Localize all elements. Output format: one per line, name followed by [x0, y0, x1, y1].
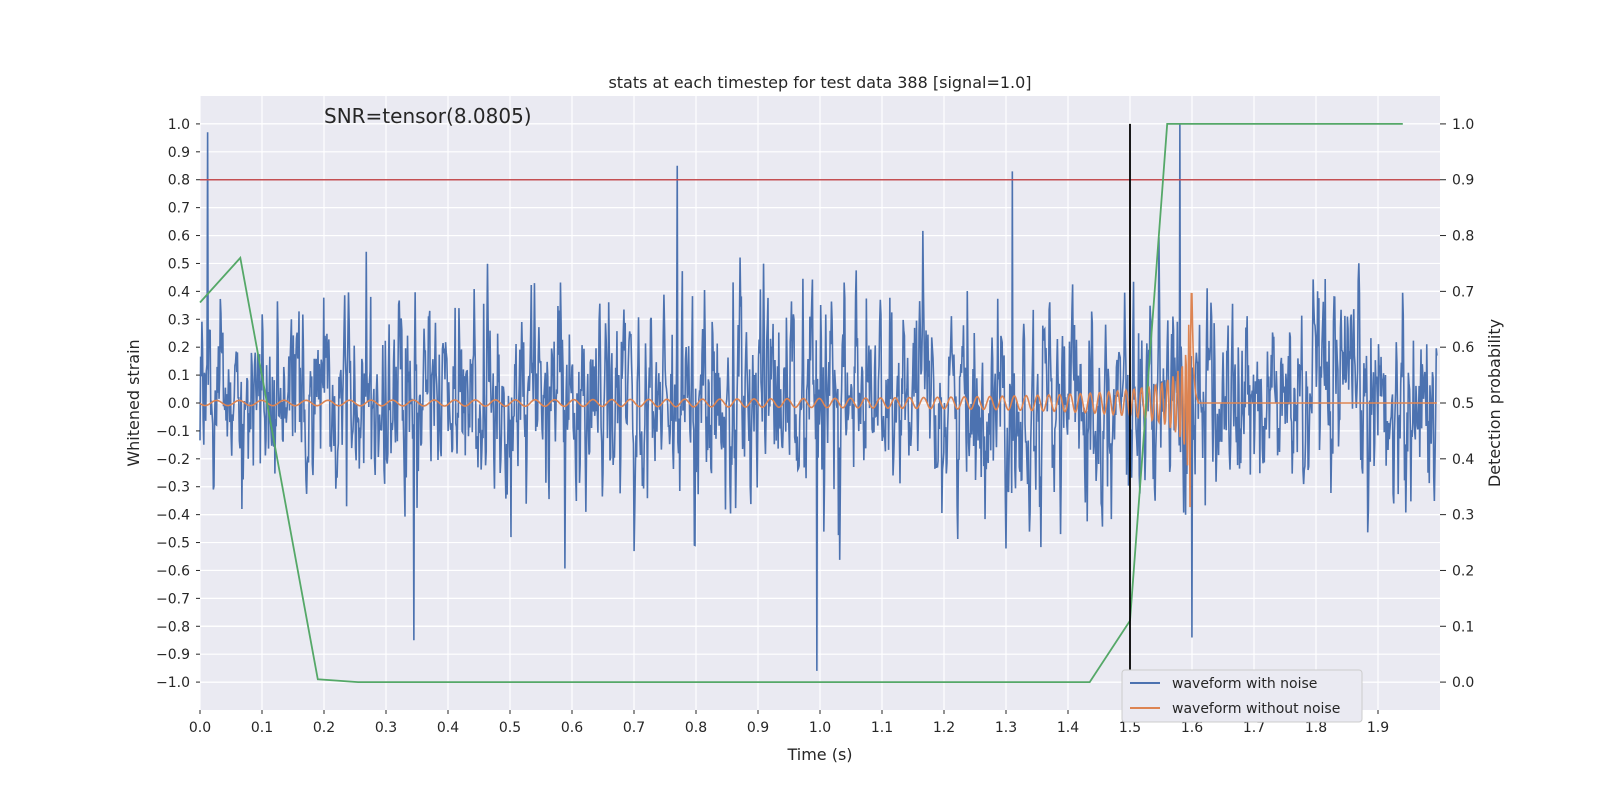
y-tick-label-14: −0.4	[156, 508, 190, 524]
x-tick-label-13: 1.3	[995, 720, 1017, 736]
legend-box	[1121, 669, 1363, 723]
legend-label-noise: waveform with noise	[1172, 676, 1317, 692]
y-tick-label-15: −0.5	[156, 536, 190, 552]
x-tick-label-17: 1.7	[1243, 720, 1265, 736]
y2-tick-label-9: 0.1	[1452, 619, 1474, 635]
y-tick-label-10: 0.0	[168, 396, 190, 412]
x-tick-label-11: 1.1	[871, 720, 893, 736]
y2-tick-label-2: 0.8	[1452, 229, 1474, 245]
y-tick-label-18: −0.8	[156, 619, 190, 635]
y-axis-label: Whitened strain	[124, 339, 143, 466]
x-axis-label: Time (s)	[786, 745, 852, 764]
y2-ticks: 1.0 0.9 0.8 0.7 0.6 0.5 0.4 0.3 0.2 0.1 0.0	[1440, 117, 1474, 691]
y-tick-label-13: −0.3	[156, 480, 190, 496]
x-tick-label-8: 0.8	[685, 720, 707, 736]
x-tick-label-2: 0.2	[313, 720, 335, 736]
x-tick-label-16: 1.6	[1181, 720, 1203, 736]
x-tick-label-7: 0.7	[623, 720, 645, 736]
y-tick-label-11: −0.1	[156, 424, 190, 440]
x-tick-label-6: 0.6	[561, 720, 583, 736]
y-tick-label-0: 1.0	[168, 117, 190, 133]
x-tick-label-18: 1.8	[1305, 720, 1327, 736]
series-waveform-without-noise	[199, 292, 1437, 508]
y-tick-label-6: 0.4	[168, 284, 190, 300]
y-tick-label-9: 0.1	[168, 368, 190, 384]
y-tick-label-1: 0.9	[168, 145, 190, 161]
y-tick-label-5: 0.5	[168, 256, 190, 272]
x-tick-label-19: 1.9	[1367, 720, 1389, 736]
y2-tick-label-8: 0.2	[1452, 563, 1474, 579]
series-lines	[199, 123, 1440, 710]
y-tick-label-16: −0.6	[156, 563, 190, 579]
y2-tick-label-7: 0.3	[1452, 508, 1474, 524]
x-tick-label-1: 0.1	[251, 720, 273, 736]
legend: waveform with noise waveform without noi…	[1121, 669, 1363, 723]
y2-tick-label-10: 0.0	[1452, 675, 1474, 691]
y2-tick-label-0: 1.0	[1452, 117, 1474, 133]
y2-tick-label-1: 0.9	[1452, 173, 1474, 189]
y-tick-label-8: 0.2	[168, 340, 190, 356]
y2-tick-label-4: 0.6	[1452, 340, 1474, 356]
snr-annotation: SNR=tensor(8.0805)	[324, 104, 532, 128]
y2-tick-label-3: 0.7	[1452, 284, 1474, 300]
y-tick-label-4: 0.6	[168, 229, 190, 245]
x-ticks: 0.0 0.1 0.2 0.3 0.4 0.5 0.6 0.7 0.8 0.9 1.0 1.1 1.2 1…	[189, 710, 1389, 736]
y-tick-label-3: 0.7	[168, 201, 190, 217]
x-tick-label-15: 1.5	[1119, 720, 1141, 736]
x-tick-label-12: 1.2	[933, 720, 955, 736]
x-tick-label-4: 0.4	[437, 720, 459, 736]
chart-title: stats at each timestep for test data 388…	[608, 73, 1031, 92]
series-detection-probability	[199, 123, 1403, 683]
y-tick-label-12: −0.2	[156, 452, 190, 468]
legend-label-clean: waveform without noise	[1172, 701, 1340, 717]
y-tick-label-19: −0.9	[156, 647, 190, 663]
y-tick-label-7: 0.3	[168, 312, 190, 328]
x-tick-label-0: 0.0	[189, 720, 211, 736]
y2-axis-label: Detection probability	[1485, 319, 1504, 487]
y-tick-label-17: −0.7	[156, 591, 190, 607]
y2-tick-label-5: 0.5	[1452, 396, 1474, 412]
y-ticks: 1.0 0.9 0.8 0.7 0.6 0.5 0.4 0.3 0.2 0.1 0.0 −0.1 −0.…	[156, 117, 200, 691]
x-tick-label-5: 0.5	[499, 720, 521, 736]
y-tick-label-20: −1.0	[156, 675, 190, 691]
y-tick-label-2: 0.8	[168, 173, 190, 189]
x-tick-label-14: 1.4	[1057, 720, 1079, 736]
series-waveform-with-noise	[199, 123, 1438, 671]
y2-tick-label-6: 0.4	[1452, 452, 1474, 468]
x-tick-label-3: 0.3	[375, 720, 397, 736]
x-tick-label-9: 0.9	[747, 720, 769, 736]
x-tick-label-10: 1.0	[809, 720, 831, 736]
